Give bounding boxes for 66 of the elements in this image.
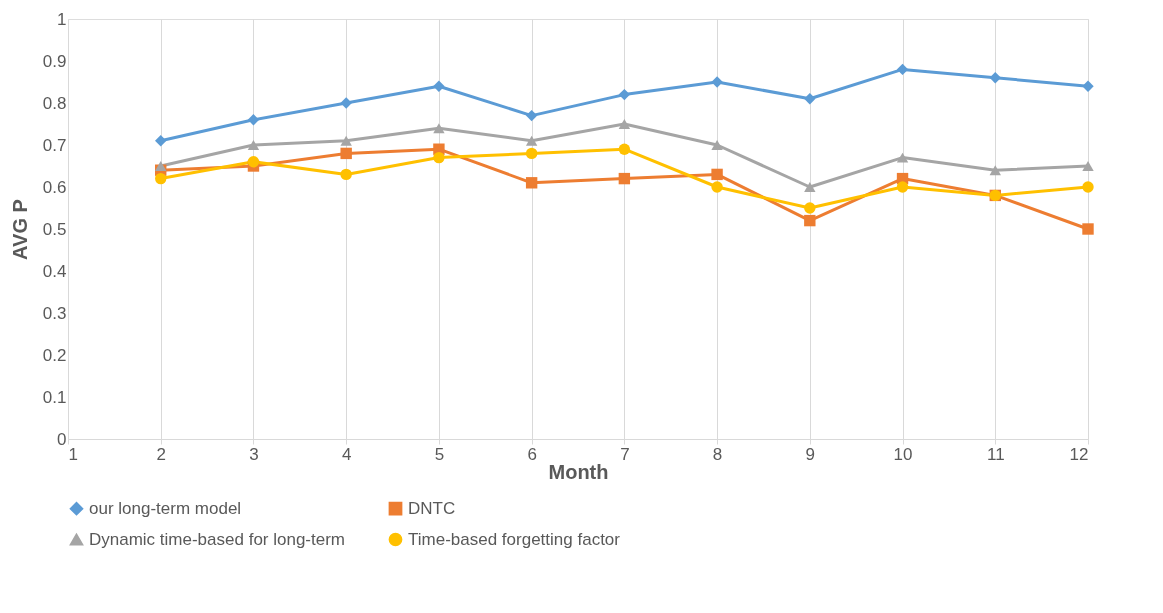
point [989,165,1001,176]
legend-label: DNTC [408,498,456,518]
x-axis-title: Month [548,460,609,483]
point [155,172,167,185]
point [1082,161,1094,171]
x-tick-label: 3 [249,444,259,464]
x-tick-label: 12 [1069,444,1089,464]
point [247,140,260,150]
point [804,182,816,192]
point [1082,223,1094,235]
point [711,76,723,88]
point [433,123,445,134]
point [1082,80,1094,92]
point [340,147,352,160]
point [155,161,167,171]
x-tick-label: 9 [805,444,816,464]
point [525,109,538,122]
x-tick-label: 10 [893,444,913,464]
legend-label: Time-based forgetting factor [408,529,621,549]
y-tick-label: 0.6 [42,177,67,197]
y-tick-label: 0.2 [42,345,67,365]
point [896,63,909,76]
point [340,135,352,146]
point [804,202,816,214]
y-tick-label: 1 [57,9,67,29]
y-tick-label: 0.9 [42,51,67,71]
x-tick-label: 6 [527,444,537,464]
point [433,151,445,164]
y-tick-label: 0 [57,429,67,449]
point [247,156,260,168]
y-tick-label: 0.8 [42,93,67,113]
point [247,114,260,126]
point [711,168,723,181]
point [1082,181,1094,193]
point [989,72,1001,84]
legend-label: Dynamic time-based for long-term [89,529,346,549]
x-tick-label: 11 [986,444,1005,464]
y-tick-label: 0.1 [42,387,67,407]
point [618,172,631,185]
y-tick-label: 0.4 [42,261,67,281]
y-tick-label: 0.3 [42,303,67,323]
x-tick-label: 4 [341,444,352,464]
point [896,152,909,163]
x-tick-label: 7 [620,444,630,464]
point [525,177,538,189]
point [340,168,352,181]
point [618,143,631,155]
point [525,135,538,146]
point [711,140,723,150]
point [340,97,352,109]
point [804,214,816,227]
point [804,93,816,105]
y-tick-label: 0.7 [42,135,67,155]
y-axis-title: AVG P [8,199,31,260]
point [155,135,167,147]
point [896,181,909,193]
y-tick-label: 0.5 [42,219,67,239]
x-tick-label: 2 [156,444,166,464]
legend-label: our long-term model [89,498,242,518]
point [433,80,445,92]
point [618,88,631,101]
point [525,147,538,160]
x-tick-label: 8 [712,444,723,464]
point [711,181,723,193]
point [618,119,631,129]
x-tick-label: 5 [434,444,445,464]
